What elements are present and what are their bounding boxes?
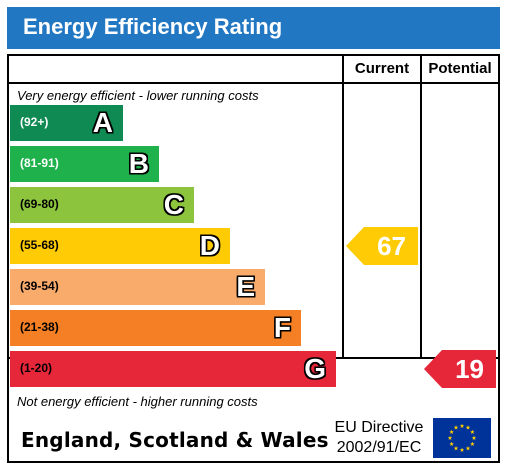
page-title: Energy Efficiency Rating <box>23 14 283 39</box>
header-divider <box>9 82 498 84</box>
band-letter: E <box>236 271 255 302</box>
band-letter: C <box>163 189 184 220</box>
eu-star <box>449 441 454 446</box>
current-rating-value: 67 <box>377 231 406 261</box>
eu-star <box>449 429 454 434</box>
rating-band-g: (1-20) G <box>10 351 336 387</box>
top-note: Very energy efficient - lower running co… <box>17 88 259 103</box>
rating-band-e: (39-54) E <box>10 269 265 305</box>
band-range-label: (69-80) <box>20 197 59 211</box>
eu-directive: EU Directive 2002/91/EC <box>327 418 431 458</box>
band-letter: A <box>92 107 113 138</box>
current-rating-arrow: 67 <box>346 227 418 265</box>
potential-rating-arrow: 19 <box>424 350 496 388</box>
potential-rating-value: 19 <box>455 354 484 384</box>
eu-directive-line1: EU Directive <box>334 419 424 436</box>
potential-arrow-shape <box>424 350 496 388</box>
current-header: Current <box>354 60 410 77</box>
band-range-label: (81-91) <box>20 156 59 170</box>
title-bar: Energy Efficiency Rating <box>7 7 500 49</box>
eu-star <box>453 445 459 451</box>
current-arrow-shape <box>346 227 418 265</box>
eu-star <box>465 445 471 451</box>
eu-star <box>470 441 475 446</box>
eu-star <box>471 435 477 440</box>
band-range-label: (1-20) <box>20 361 53 375</box>
band-letter: F <box>273 312 291 343</box>
eu-star <box>470 429 475 434</box>
rating-table: Current Potential Very energy efficient … <box>7 54 500 463</box>
eu-flag-icon <box>433 418 491 458</box>
rating-band-f: (21-38) F <box>10 310 301 346</box>
rating-band-c: (69-80) C <box>10 187 194 223</box>
eu-star <box>459 447 465 452</box>
band-range-label: (39-54) <box>20 279 59 293</box>
band-letter: B <box>128 148 149 179</box>
potential-header: Potential <box>428 60 492 77</box>
band-range-label: (55-68) <box>20 238 59 252</box>
band-range-label: (21-38) <box>20 320 59 334</box>
eu-star <box>465 425 471 430</box>
footer-country: England, Scotland & Wales <box>21 428 329 452</box>
potential-column-divider <box>420 56 422 359</box>
eu-directive-line2: 2002/91/EC <box>336 439 422 456</box>
eu-star <box>447 435 453 440</box>
band-letter: G <box>304 353 326 384</box>
rating-band-a: (92+) A <box>10 105 123 141</box>
eu-star <box>459 423 465 428</box>
current-column-divider <box>342 56 344 359</box>
rating-band-d: (55-68) D <box>10 228 230 264</box>
eu-star <box>453 425 459 430</box>
band-letter: D <box>199 230 220 261</box>
rating-band-b: (81-91) B <box>10 146 159 182</box>
band-range-label: (92+) <box>20 115 49 129</box>
bottom-note: Not energy efficient - higher running co… <box>17 394 258 409</box>
